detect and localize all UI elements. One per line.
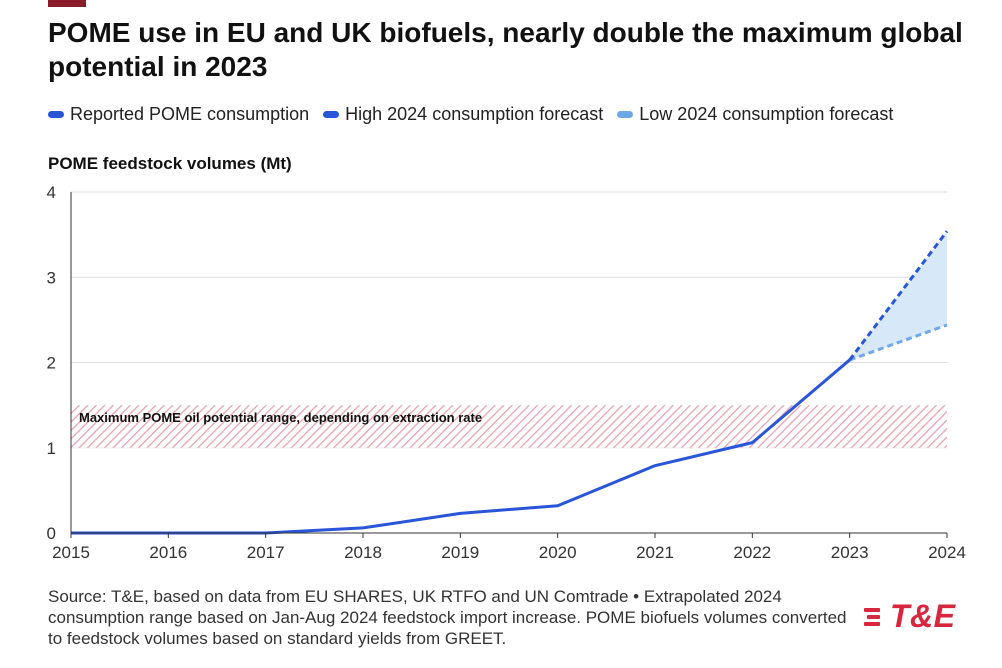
te-logo: T&E (862, 598, 956, 635)
legend-swatch-high (323, 110, 340, 118)
source-note: Source: T&E, based on data from EU SHARE… (48, 587, 847, 648)
legend-item-high[interactable]: High 2024 consumption forecast (323, 104, 603, 125)
y-tick-label: 1 (47, 439, 56, 458)
series-line-low-forecast (849, 323, 948, 362)
legend-item-reported[interactable]: Reported POME consumption (48, 104, 309, 125)
x-tick-label: 2017 (247, 543, 285, 562)
legend: Reported POME consumption High 2024 cons… (48, 102, 893, 126)
legend-swatch-low (617, 110, 634, 118)
x-tick-label: 2020 (539, 543, 577, 562)
x-tick-label: 2024 (928, 543, 966, 562)
x-tick-label: 2019 (441, 543, 479, 562)
y-tick-label: 2 (47, 354, 56, 373)
y-tick-label: 4 (47, 183, 56, 202)
legend-swatch-reported (48, 110, 64, 118)
potential-range-label: Maximum POME oil potential range, depend… (79, 410, 482, 425)
y-axis-title: POME feedstock volumes (Mt) (48, 154, 292, 173)
legend-label-low: Low 2024 consumption forecast (639, 103, 894, 124)
accent-bar (48, 0, 86, 7)
x-tick-label: 2015 (52, 543, 90, 562)
potential-range-band (71, 405, 947, 448)
te-logo-icon (864, 607, 880, 626)
y-tick-label: 3 (47, 268, 56, 287)
x-tick-label: 2018 (344, 543, 382, 562)
legend-item-low[interactable]: Low 2024 consumption forecast (617, 104, 893, 125)
te-logo-text: T&E (890, 598, 956, 634)
chart-title: POME use in EU and UK biofuels, nearly d… (48, 17, 963, 82)
x-tick-label: 2022 (733, 543, 771, 562)
x-tick-label: 2021 (636, 543, 674, 562)
series-line-high-forecast (848, 230, 949, 361)
x-tick-label: 2023 (831, 543, 869, 562)
legend-label-high: High 2024 consumption forecast (345, 103, 604, 124)
x-tick-label: 2016 (149, 543, 187, 562)
y-tick-label: 0 (47, 524, 56, 543)
legend-label-reported: Reported POME consumption (70, 103, 310, 124)
